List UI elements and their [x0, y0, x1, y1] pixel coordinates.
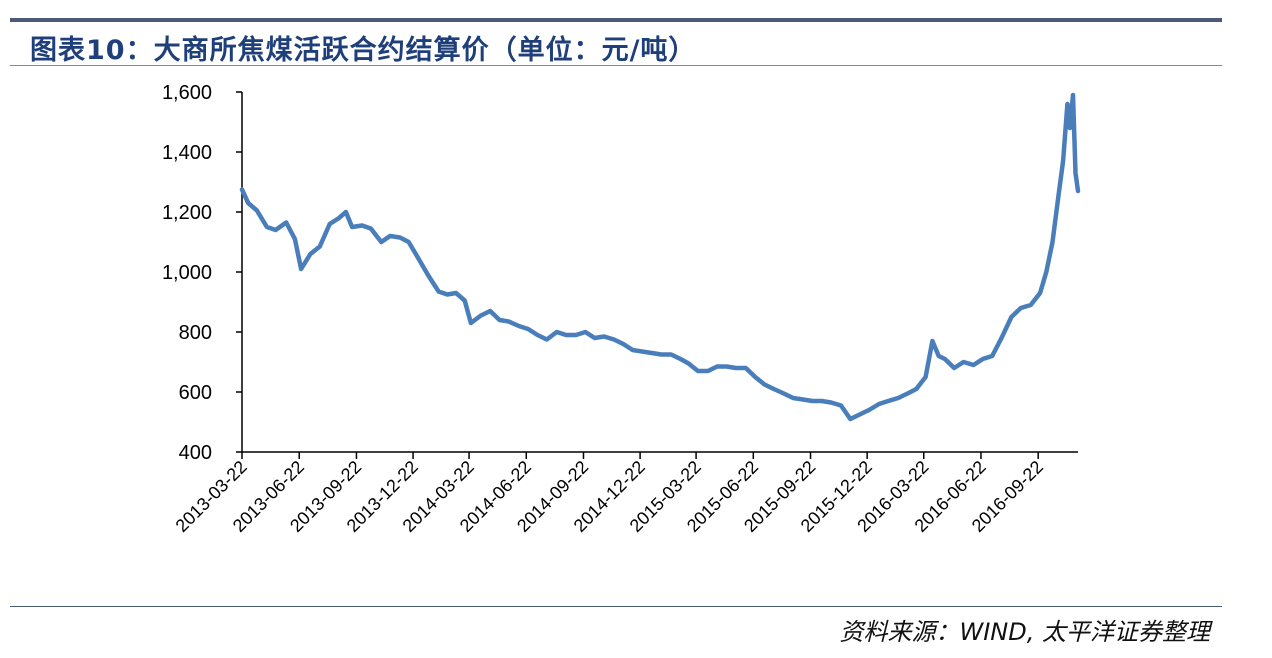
- y-tick-label: 1,000: [162, 262, 212, 284]
- y-tick-label: 400: [179, 442, 212, 464]
- chart-title: 图表10：大商所焦煤活跃合约结算价（单位：元/吨）: [30, 35, 697, 66]
- line-chart: 400 600 800 1,000 1,200 1,400 1,600 2013-03-22…: [162, 82, 1081, 536]
- title-rule: [10, 65, 1222, 66]
- y-tick-label: 1,200: [162, 202, 212, 224]
- y-axis: 400 600 800 1,000 1,200 1,400 1,600: [162, 82, 243, 464]
- bottom-rule: [10, 606, 1222, 607]
- top-rule: [10, 18, 1222, 22]
- x-axis: 2013-03-222013-06-222013-09-222013-12-22…: [172, 451, 1078, 536]
- y-tick-label: 800: [179, 322, 212, 344]
- source-note: 资料来源：WIND, 太平洋证券整理: [839, 618, 1211, 646]
- y-tick-label: 1,400: [162, 142, 212, 164]
- series-line-coking-coal-price: [239, 92, 1081, 422]
- y-tick-label: 600: [179, 382, 212, 404]
- y-tick-label: 1,600: [162, 82, 212, 104]
